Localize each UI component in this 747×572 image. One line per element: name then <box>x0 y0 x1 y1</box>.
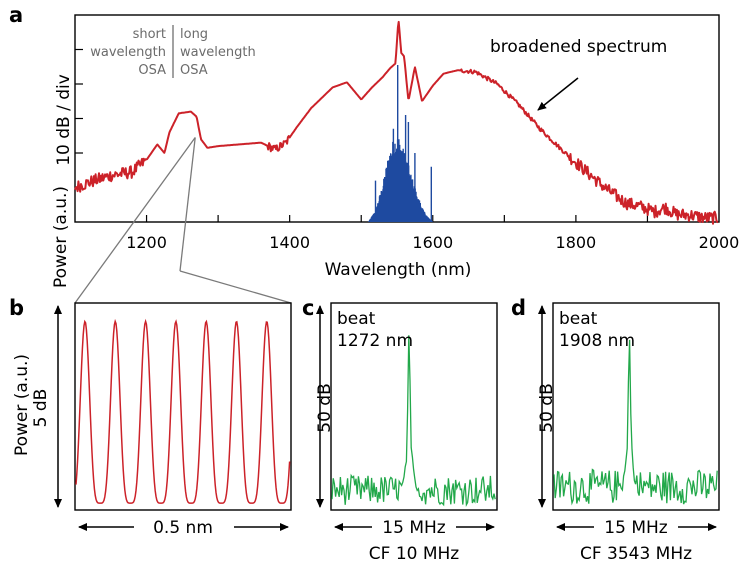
panel-b-x-scale-label: 0.5 nm <box>153 518 213 538</box>
c-title-line: beat <box>337 309 376 329</box>
zoom-line-mid <box>179 137 196 272</box>
d-title-line: 1908 nm <box>559 331 635 351</box>
panel-d-y-scale-label: 50 dB <box>537 383 557 433</box>
panel-a-x-axis-label: Wavelength (nm) <box>325 260 472 280</box>
panel-b-x-scale-mask <box>134 516 234 538</box>
osa-short-line: short <box>133 27 166 42</box>
series-seed <box>368 65 433 222</box>
panel-a-y-ticks <box>75 48 83 189</box>
panel-a-zoom-lines <box>74 137 292 304</box>
d-title-line: beat <box>559 309 598 329</box>
panel-b-frame <box>74 302 292 511</box>
panel-a: 1200 1400 1600 1800 2000 short wavelength OSA … <box>51 14 739 304</box>
osa-long-line: OSA <box>180 63 208 78</box>
panel-c-cf-label: CF 10 MHz <box>369 544 460 564</box>
osa-long-line: long <box>180 27 208 42</box>
panel-label-d: d <box>511 296 526 320</box>
panel-a-x-tick-label: 1800 <box>556 233 597 252</box>
panel-d-span-mask <box>594 516 678 538</box>
panel-d-beat-trace <box>553 339 718 506</box>
broadened-spectrum-label: broadened spectrum <box>490 37 667 57</box>
panel-d: beat 1908 nm 50 dB 15 MHz CF 3543 MHz <box>537 302 720 564</box>
panel-a-x-tick-label: 1200 <box>126 233 167 252</box>
panel-b-fringe-trace <box>75 318 291 504</box>
osa-short-label: short wavelength OSA <box>90 27 166 78</box>
panel-c: beat 1272 nm 50 dB 15 MHz CF 10 MHz <box>315 302 498 564</box>
panel-b-y-axis-label: Power (a.u.) <box>12 354 32 456</box>
panel-c-beat-trace <box>331 335 496 508</box>
panel-label-b: b <box>9 296 24 320</box>
panel-c-y-scale-label: 50 dB <box>315 383 335 433</box>
panel-label-c: c <box>302 296 314 320</box>
zoom-line-right <box>179 270 292 304</box>
panel-d-span-label: 15 MHz <box>604 518 667 538</box>
c-title-line: 1272 nm <box>337 331 413 351</box>
zoom-line-left <box>74 137 196 304</box>
panel-b: Power (a.u.) 5 dB 0.5 nm <box>12 302 292 538</box>
panel-a-series <box>74 20 719 225</box>
broadened-spectrum-arrow <box>537 77 579 111</box>
osa-short-line: OSA <box>138 63 166 78</box>
panel-a-x-tick-label: 2000 <box>699 233 740 252</box>
panel-d-frame <box>552 302 720 511</box>
panel-b-y-scale-label: 5 dB <box>31 389 51 428</box>
panel-c-span-mask <box>372 516 456 538</box>
panel-d-title: beat 1908 nm <box>559 309 635 351</box>
osa-short-line: wavelength <box>90 45 166 60</box>
panel-c-frame <box>330 302 498 511</box>
panel-label-a: a <box>9 3 23 27</box>
panel-a-y-axis-label: Power (a.u.) <box>51 186 71 288</box>
panel-d-cf-label: CF 3543 MHz <box>580 544 692 564</box>
panel-a-y-scale-label: 10 dB / div <box>54 74 74 166</box>
osa-long-line: wavelength <box>180 45 256 60</box>
panel-a-x-ticks: 1200 1400 1600 1800 2000 <box>126 215 739 252</box>
osa-long-label: long wavelength OSA <box>180 27 256 78</box>
panel-a-x-tick-label: 1600 <box>412 233 453 252</box>
panel-c-title: beat 1272 nm <box>337 309 413 351</box>
panel-a-x-tick-label: 1400 <box>269 233 310 252</box>
panel-c-span-label: 15 MHz <box>382 518 445 538</box>
series-broadened-spectrum <box>74 20 719 225</box>
